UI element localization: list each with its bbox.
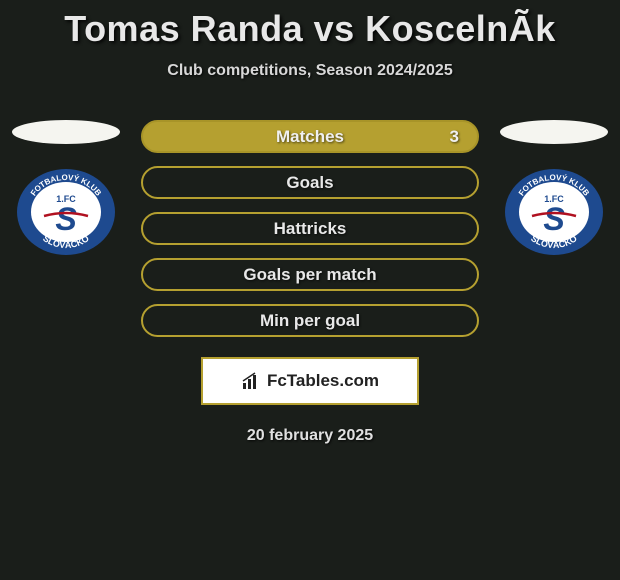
stat-label: Hattricks xyxy=(274,219,347,239)
right-player-col: FOTBALOVÝ KLUB SLOVÁCKO 1.FC S xyxy=(499,120,609,256)
stat-row-hattricks: Hattricks xyxy=(141,212,479,245)
stat-row-matches: Matches 3 xyxy=(141,120,479,153)
stat-row-gpm: Goals per match xyxy=(141,258,479,291)
shield-icon: FOTBALOVÝ KLUB SLOVÁCKO 1.FC S xyxy=(16,168,116,256)
left-player-col: FOTBALOVÝ KLUB SLOVÁCKO 1.FC S xyxy=(11,120,121,256)
stat-row-goals: Goals xyxy=(141,166,479,199)
stat-label: Matches xyxy=(276,127,344,147)
stat-right-value: 3 xyxy=(450,127,459,147)
brand-label: FcTables.com xyxy=(267,371,379,391)
page-title: Tomas Randa vs KoscelnÃk xyxy=(0,8,620,50)
chart-icon xyxy=(241,371,261,391)
left-club-logo: FOTBALOVÝ KLUB SLOVÁCKO 1.FC S xyxy=(16,168,116,256)
stat-label: Goals per match xyxy=(243,265,376,285)
subtitle: Club competitions, Season 2024/2025 xyxy=(0,62,620,80)
date-label: 20 february 2025 xyxy=(0,427,620,445)
left-player-avatar xyxy=(12,120,120,144)
svg-text:S: S xyxy=(543,201,565,237)
stat-label: Goals xyxy=(286,173,333,193)
comparison-card: Tomas Randa vs KoscelnÃk Club competitio… xyxy=(0,0,620,445)
brand-box[interactable]: FcTables.com xyxy=(201,357,419,405)
stat-label: Min per goal xyxy=(260,311,360,331)
svg-text:S: S xyxy=(55,201,77,237)
right-player-avatar xyxy=(500,120,608,144)
main-row: FOTBALOVÝ KLUB SLOVÁCKO 1.FC S Matches 3 xyxy=(0,120,620,337)
stat-row-mpg: Min per goal xyxy=(141,304,479,337)
stats-column: Matches 3 Goals Hattricks Goals per matc… xyxy=(141,120,479,337)
shield-icon: FOTBALOVÝ KLUB SLOVÁCKO 1.FC S xyxy=(504,168,604,256)
right-club-logo: FOTBALOVÝ KLUB SLOVÁCKO 1.FC S xyxy=(504,168,604,256)
